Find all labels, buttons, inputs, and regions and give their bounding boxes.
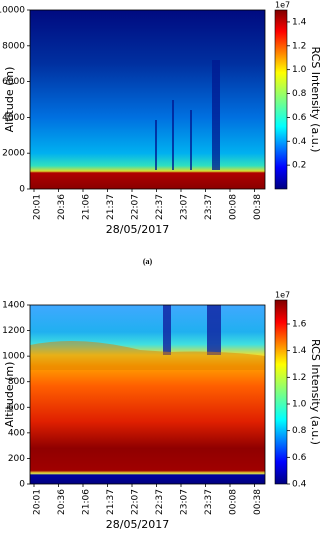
colorbar [274,9,288,190]
cloud-top [30,341,265,370]
y-axis-label: Altitude (m) [3,67,16,133]
y-axis-label: Altitude (m) [3,362,16,428]
x-tick-label: 23:07 [180,194,190,220]
colorbar-label: RCS Intensity (a.u.) [309,339,322,445]
y-tick-label: 200 [8,454,25,464]
y-tick-label: 1000 [2,352,25,362]
x-tick-label: 22:37 [155,489,165,515]
colorbar [274,299,288,485]
x-axis-label: 28/05/2017 [106,223,169,236]
x-tick-label: 20:36 [57,194,67,220]
x-tick-label: 00:38 [253,194,263,220]
y-tick-label: 800 [8,377,25,387]
colorbar-tick-label: 1.2 [292,373,306,383]
colorbar-tick-label: 0.8 [292,89,307,99]
x-tick-label: 00:08 [229,489,239,515]
y-tick-label: 10000 [0,6,25,16]
colorbar-offset: 1e7 [275,1,290,10]
y-tick-label: 1400 [2,301,25,311]
colorbar-offset: 1e7 [275,291,290,300]
y-tick-label: 600 [8,403,25,413]
x-axis-label: 28/05/2017 [106,518,169,531]
x-tick-label: 22:07 [131,489,141,515]
panel-b [30,305,265,484]
x-tick-label: 20:36 [57,489,67,515]
x-tick-label: 21:06 [82,194,92,220]
x-tick-label: 22:07 [131,194,141,220]
y-tick-label: 8000 [2,41,25,51]
y-tick-label: 0 [19,480,25,490]
caption: (a) [143,257,153,266]
y-tick-label: 1200 [2,326,25,336]
x-tick-label: 00:08 [229,194,239,220]
streaks [163,305,221,355]
y-tick-label: 6000 [2,77,25,87]
x-tick-label: 00:38 [253,489,263,515]
x-tick-label: 20:01 [33,194,43,220]
colorbar-tick-label: 1.6 [292,320,307,330]
colorbar-tick-label: 1.2 [292,41,306,51]
y-tick-label: 400 [8,428,25,438]
x-tick-label: 22:37 [155,194,165,220]
colorbar-tick-label: 1.0 [292,400,307,410]
panel-a [30,10,265,189]
x-tick-label: 23:37 [204,489,214,515]
y-tick-label: 2000 [2,149,25,159]
x-tick-label: 20:01 [33,489,43,515]
y-tick-label: 4000 [2,113,25,123]
heatmap [30,305,265,484]
plot-frame [29,9,266,190]
colorbar-tick-label: 0.8 [292,426,307,436]
colorbar-tick-label: 0.6 [292,453,307,463]
colorbar-tick-label: 1.0 [292,65,307,75]
colorbar-tick-label: 1.4 [292,346,307,356]
colorbar-tick-label: 0.2 [292,161,306,171]
y-tick-label: 0 [19,185,25,195]
x-tick-label: 23:07 [180,489,190,515]
heatmap [30,10,265,189]
colorbar-tick-label: 0.4 [292,137,307,147]
plot-frame [29,304,266,485]
x-tick-label: 21:06 [82,489,92,515]
colorbar-tick-label: 1.4 [292,17,307,27]
x-tick-label: 21:37 [106,489,116,515]
streaks [155,60,220,170]
x-tick-label: 21:37 [106,194,116,220]
x-tick-label: 23:37 [204,194,214,220]
colorbar-tick-label: 0.6 [292,113,307,123]
colorbar-tick-label: 0.4 [292,480,307,490]
colorbar-label: RCS Intensity (a.u.) [309,47,322,153]
